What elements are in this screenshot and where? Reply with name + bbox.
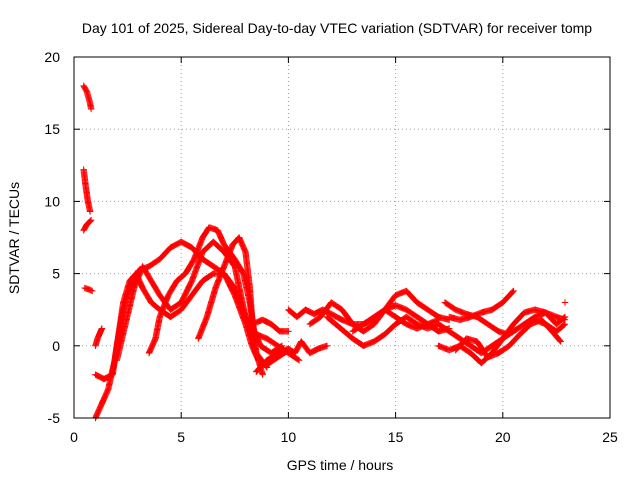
series-point: [561, 299, 569, 306]
data-markers: [80, 82, 569, 422]
series-track-2: [80, 166, 94, 215]
tick-marks: [73, 56, 611, 419]
y-tick-label: 10: [44, 193, 60, 209]
data-point: [561, 320, 569, 328]
data-point: [98, 325, 106, 332]
x-tick-label: 25: [602, 429, 618, 445]
x-tick-label: 20: [495, 429, 511, 445]
x-axis-label: GPS time / hours: [287, 457, 394, 473]
data-point: [87, 105, 95, 113]
y-tick-label: 15: [44, 121, 60, 137]
series-track-10: [195, 234, 266, 378]
data-point: [86, 208, 94, 215]
y-axis-label: SDTVAR / TECUs: [6, 182, 22, 294]
chart-title: Day 101 of 2025, Sidereal Day-to-day VTE…: [82, 20, 592, 36]
y-tick-label: 5: [52, 266, 60, 282]
y-tick-labels: -5 0 5 10 15 20: [44, 49, 60, 426]
y-tick-label: -5: [48, 410, 61, 426]
x-tick-label: 0: [70, 429, 78, 445]
data-point: [89, 287, 96, 295]
data-point: [87, 216, 95, 224]
x-tick-labels: 0 5 10 15 20 25: [70, 429, 618, 445]
data-point: [557, 338, 564, 345]
y-tick-label: 0: [52, 338, 60, 354]
data-point: [509, 288, 516, 295]
series-track-12: [248, 316, 292, 335]
data-point: [503, 331, 511, 338]
x-tick-label: 15: [388, 429, 404, 445]
data-point: [263, 364, 271, 371]
series-track-20: [446, 287, 517, 324]
series-track-22: [521, 316, 569, 335]
data-point: [560, 321, 568, 329]
x-tick-label: 10: [281, 429, 297, 445]
grid-lines: [74, 57, 610, 418]
data-point: [86, 218, 93, 225]
x-tick-label: 5: [177, 429, 185, 445]
data-point: [285, 328, 292, 335]
data-point: [295, 357, 303, 364]
data-point: [510, 287, 517, 295]
series-track-1: [80, 82, 95, 113]
data-point: [556, 337, 564, 344]
data-point: [87, 217, 94, 225]
series-track-21: [441, 299, 511, 338]
series-track-11: [253, 338, 331, 375]
series-track-16: [349, 306, 442, 335]
y-tick-label: 20: [44, 49, 60, 65]
data-point: [278, 342, 286, 349]
data-point: [323, 342, 331, 349]
data-point: [435, 316, 442, 324]
plot-frame: [73, 56, 611, 419]
data-point: [561, 299, 569, 306]
series-track-3: [80, 216, 95, 234]
data-point: [294, 356, 302, 363]
series-track-4: [81, 284, 96, 295]
data-point: [259, 371, 266, 378]
series-track-5: [92, 325, 106, 349]
